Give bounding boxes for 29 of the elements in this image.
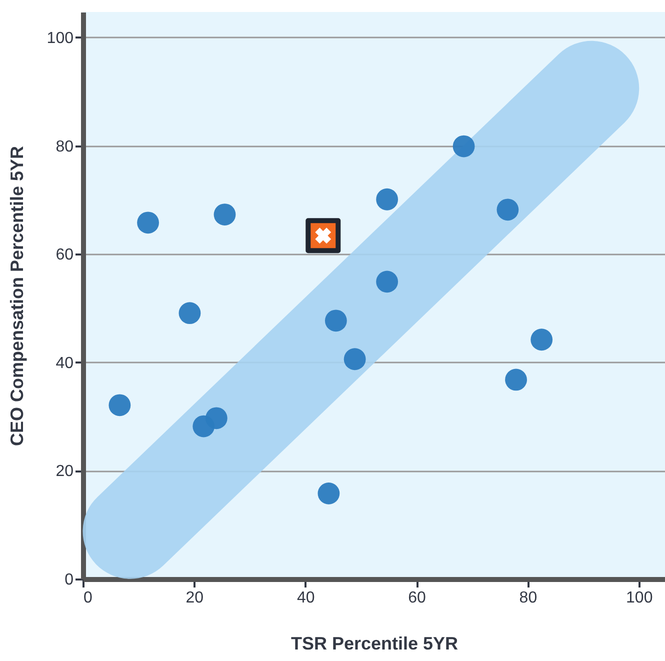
point	[214, 204, 236, 226]
y-tick-label: 40	[56, 354, 74, 372]
point	[324, 310, 347, 332]
y-tick-label: 0	[64, 572, 74, 588]
point	[318, 482, 340, 504]
point	[452, 135, 475, 158]
point	[496, 198, 519, 221]
x-axis-title: TSR Percentile 5YR	[290, 634, 458, 654]
point	[344, 348, 366, 370]
point	[306, 218, 341, 254]
point	[530, 328, 553, 351]
point	[376, 270, 398, 293]
point	[376, 188, 398, 210]
x-tick-label: 0	[84, 590, 92, 606]
point	[108, 394, 131, 416]
y-tick-label: 100	[46, 30, 74, 47]
x-tick-label: 60	[408, 590, 426, 606]
point	[205, 407, 228, 430]
y-axis-title: CEO Compensation Percentile 5YR	[6, 146, 27, 446]
x-tick-label: 80	[519, 590, 538, 606]
y-tick-label: 80	[56, 138, 74, 156]
point	[178, 302, 201, 324]
y-tick-label: 60	[56, 246, 74, 264]
y-tick-label: 20	[56, 463, 74, 480]
x-tick-label: 40	[296, 590, 315, 606]
x-tick-label: 20	[186, 590, 204, 606]
point	[505, 368, 527, 391]
point	[137, 212, 159, 234]
x-tick-label: 100	[626, 590, 653, 606]
